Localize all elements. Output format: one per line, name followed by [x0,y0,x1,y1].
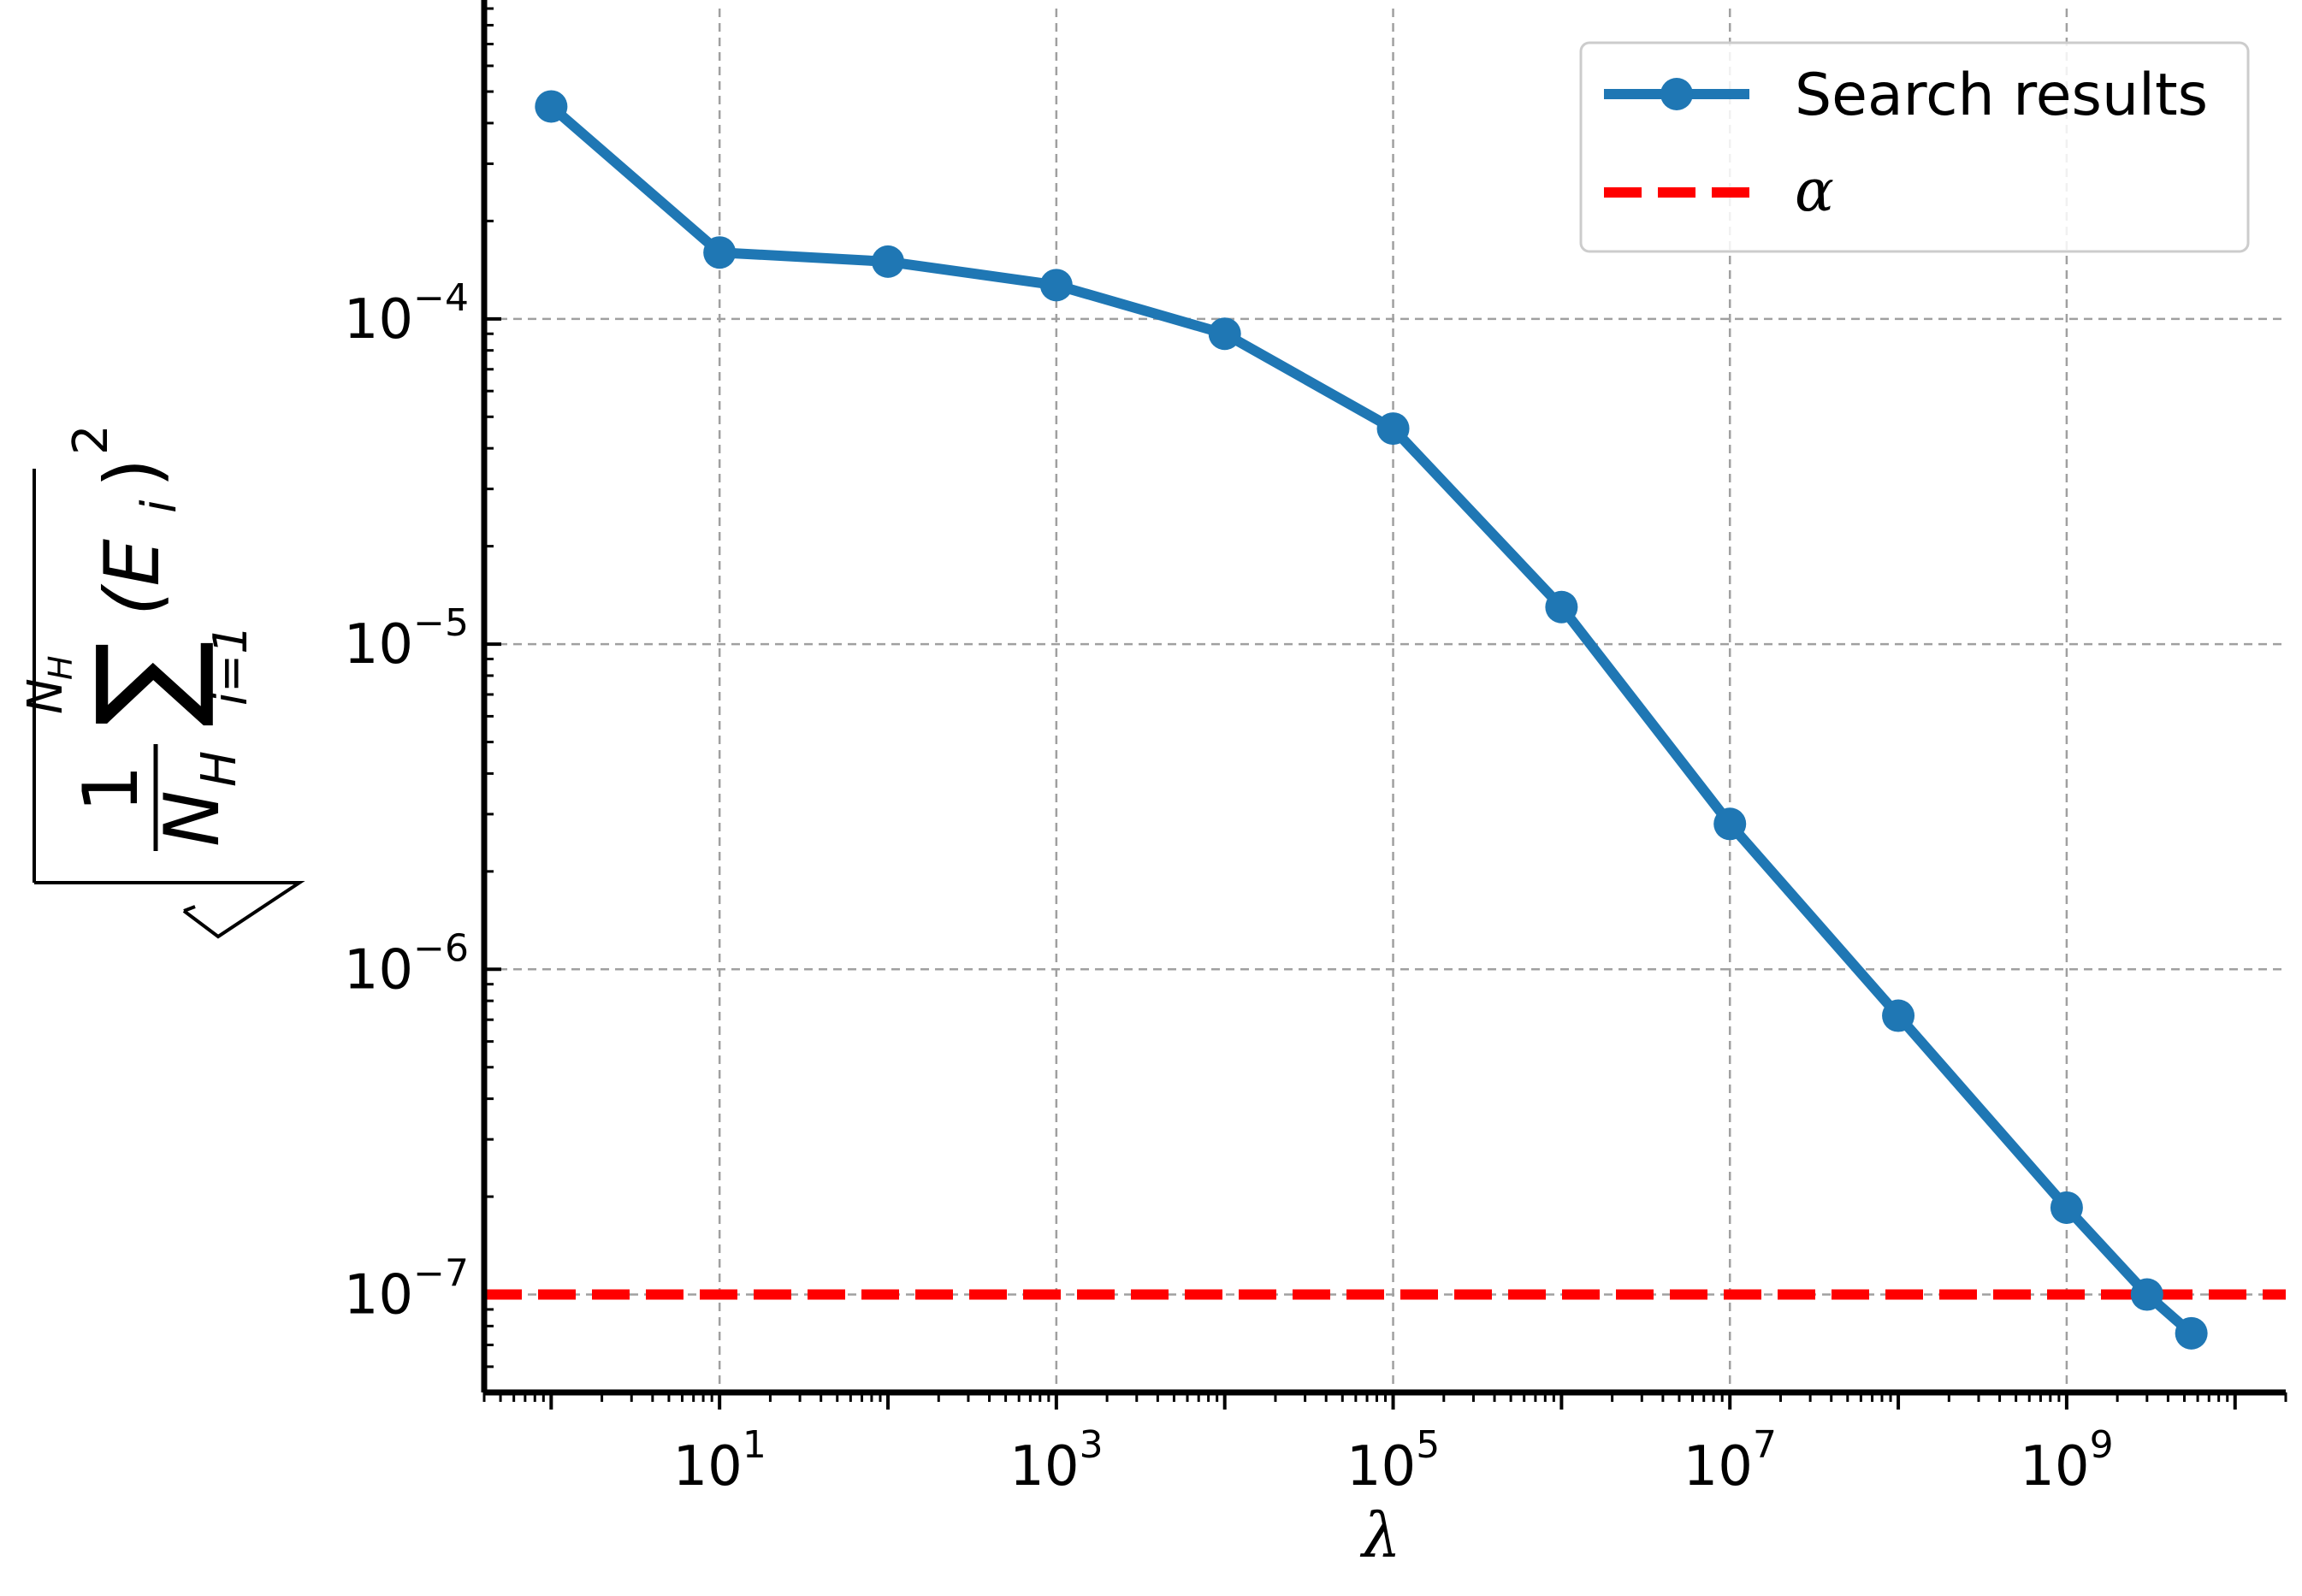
data-point [2175,1316,2208,1350]
x-tick-label: 101 [672,1423,766,1498]
axes [481,0,2286,1396]
y-axis-label: 1 N H N H ∑ i=1 (E i ) 2 [18,0,257,864]
ylabel-term: (E [88,539,176,616]
ylabel-term-sub: i [132,499,187,513]
data-point [2050,1191,2083,1224]
ylabel-radical-path [186,885,299,924]
ylabel-frac-denominator: N [148,790,236,847]
x-tick-label: 109 [2020,1423,2113,1498]
data-point [1713,807,1747,841]
radical-render [183,886,299,924]
y-tick-label: 10−5 [344,601,469,677]
ylabel-root [184,886,299,919]
x-tick-label: 105 [1346,1423,1440,1498]
y-tick-label: 10−4 [344,276,469,352]
data-point [1208,317,1241,351]
data-point [2130,1278,2163,1311]
data-point [1039,269,1073,302]
sqrt [182,886,299,917]
ylabel-frac-denominator-sub: H [192,751,247,787]
ylabel-radical [154,0,180,864]
sqrt-sign [182,885,299,916]
legend-marker-search-results [1660,78,1693,110]
legend-label-alpha: α [1795,157,1834,225]
ylabel-sum-upper-sub: H [42,655,80,680]
series [484,90,2286,1350]
sqrt-check-stroke [34,881,305,939]
y-tick-label: 10−7 [344,1252,469,1327]
radical-final [181,884,299,919]
series-line [547,102,2195,1338]
data-point [703,236,737,269]
data-point [872,245,905,278]
legend-label-search-results: Search results [1795,62,2208,129]
grid [484,9,2286,1392]
x-tick-label: 107 [1684,1423,1777,1498]
radical-sign [180,884,299,917]
ylabel-term-sup: 2 [63,424,119,455]
radical-group [181,884,299,925]
x-axis-label: λ [1359,1499,1401,1571]
radical [183,886,301,919]
ylabel-sum-upper: N [18,678,74,714]
radical-polyline [181,884,299,925]
sqrt-tip-stroke [183,905,196,913]
data-point [1545,590,1578,624]
ylabel-frac-numerator: 1 [67,765,155,813]
legend: Search results α [1579,41,2250,253]
ylabel-sum-symbol: ∑ [70,641,219,727]
data-point [1376,412,1410,446]
data-point [535,90,568,123]
ylabel-sum-lower: i=1 [204,624,257,706]
ylabel-term-close: ) [88,458,176,488]
data-point [1882,999,1915,1032]
y-tick-label: 10−6 [344,926,469,1002]
radical-root-line [181,884,299,913]
x-tick-label: 103 [1009,1423,1103,1498]
radical-outline [38,885,299,915]
